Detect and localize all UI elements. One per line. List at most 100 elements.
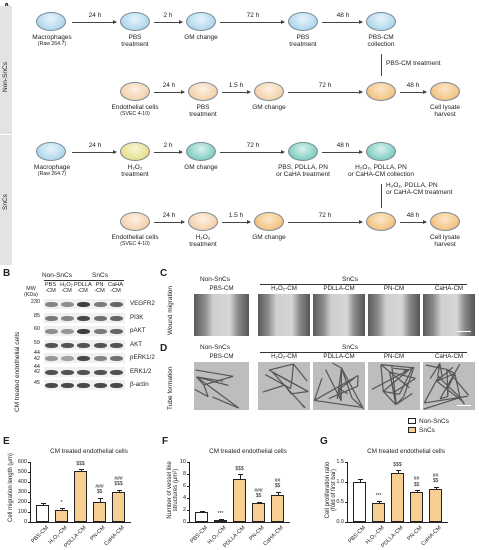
- y-tick: [28, 482, 30, 483]
- label-svec-non: (SVEC 4-10): [120, 111, 150, 117]
- dish-pbs-non: [120, 12, 150, 31]
- label-macrophage-sn: Macrophage: [33, 164, 71, 171]
- blot-band: [94, 383, 107, 388]
- time-label: 72 h: [246, 142, 260, 149]
- tube-segment: [272, 371, 309, 393]
- blot-band: [94, 369, 107, 375]
- condition-label: PDLLA-CM: [323, 353, 355, 360]
- blot-band: [61, 383, 74, 388]
- tube-segment: [313, 378, 323, 401]
- arrow: [288, 220, 363, 224]
- label-pbscm-treatment: PBS-CM treatment: [386, 60, 441, 67]
- label-cm-treatment-sn: H₂O₂, PDLLA, PN or CaHA-CM treatment: [386, 182, 453, 197]
- tube-segment: [338, 377, 355, 390]
- arrow: [222, 220, 251, 224]
- group-line: [62, 280, 124, 281]
- blot-protein-label: ERK1/2: [130, 367, 152, 375]
- tube-segment: [437, 363, 441, 377]
- blot-band: [77, 342, 90, 348]
- y-tick: [187, 462, 189, 463]
- panel-label-g: G: [320, 436, 328, 447]
- blot-band: [61, 342, 74, 348]
- label-pbs-treatment-non: PBS treatment: [121, 34, 149, 49]
- dish-gm-non: [186, 12, 216, 31]
- tube-field: [258, 362, 310, 410]
- tube-network: [371, 364, 416, 406]
- error-cap: [78, 469, 84, 470]
- wound-field: [258, 294, 310, 336]
- y-tick-label: 2: [182, 507, 186, 513]
- dish-treat-sn: [288, 142, 318, 161]
- time-label: 2 h: [163, 142, 173, 149]
- blot-protein-label: pAKT: [130, 327, 146, 334]
- time-label: 72 h: [318, 212, 332, 219]
- error-cap: [59, 508, 65, 509]
- blot-band: [77, 383, 90, 388]
- blot-mw: 85: [33, 312, 40, 319]
- tube-segment: [383, 390, 400, 395]
- error-bar: [118, 490, 120, 492]
- blot-strip: [44, 338, 125, 350]
- tube-segment: [194, 388, 209, 398]
- d-group-sn: SnCs: [342, 344, 358, 351]
- blot-group-sn: SnCs: [92, 272, 108, 279]
- x-axis: [347, 522, 448, 523]
- blot-mw: 44 42: [33, 363, 40, 375]
- significance-mark: ### $$$: [114, 476, 123, 488]
- dish-macrophage-non: [36, 12, 66, 31]
- blot-band: [61, 369, 74, 375]
- y-tick: [28, 492, 30, 493]
- blot-band: [94, 302, 107, 307]
- tube-segment: [301, 405, 306, 409]
- dish-endo-sn: [120, 212, 150, 231]
- tube-segment: [338, 388, 348, 395]
- blot-band: [45, 329, 58, 334]
- legend-swatch-sn: [408, 427, 416, 433]
- error-bar: [42, 502, 44, 505]
- tube-image: [423, 362, 475, 410]
- tube-network: [262, 363, 309, 409]
- tube-segment: [436, 380, 465, 403]
- bar-4: [271, 495, 284, 522]
- time-label: 1.5 h: [228, 212, 244, 219]
- y-tick-label: 6: [182, 483, 186, 489]
- y-axis: [189, 462, 190, 522]
- dish-lysate-non: [430, 82, 460, 101]
- tube-segment: [196, 376, 224, 382]
- bar-1: [372, 502, 385, 522]
- error-bar: [378, 500, 380, 503]
- significance-mark: ### $$: [254, 487, 263, 499]
- y-tick-label: 400: [17, 479, 27, 485]
- arrow: [154, 20, 183, 24]
- error-bar: [397, 470, 399, 474]
- blot-band: [110, 383, 123, 388]
- wound-image: [194, 294, 249, 336]
- time-label: 72 h: [318, 82, 332, 89]
- arrow: [154, 90, 185, 94]
- blot-strip: [44, 311, 125, 323]
- wound-side-label: Wound migration: [167, 285, 174, 335]
- tube-segment: [380, 364, 410, 389]
- tube-segment: [454, 373, 461, 398]
- arrow: [220, 20, 285, 24]
- condition-label: PN-CM: [383, 353, 405, 360]
- chart-ylabel: Cell proliferation ratio (fold of first …: [325, 461, 338, 519]
- x-tick-label: PN-CM: [248, 525, 266, 543]
- blot-band: [94, 329, 107, 334]
- blot-band: [110, 315, 123, 321]
- y-tick-label: 100: [17, 509, 27, 515]
- d-group-non: Non-SnCs: [200, 344, 230, 351]
- blot-band: [110, 342, 123, 348]
- blot-band: [45, 369, 58, 375]
- arrow: [322, 20, 363, 24]
- tube-segment: [328, 385, 358, 400]
- tube-segment: [289, 378, 293, 389]
- arrow: [222, 90, 251, 94]
- y-tick: [345, 502, 347, 503]
- blot-band: [45, 315, 58, 321]
- tube-segment: [439, 363, 461, 400]
- blot-strip: [44, 325, 125, 336]
- arrow: [154, 220, 185, 224]
- tube-segment: [403, 367, 415, 372]
- scale-bar: [457, 404, 471, 406]
